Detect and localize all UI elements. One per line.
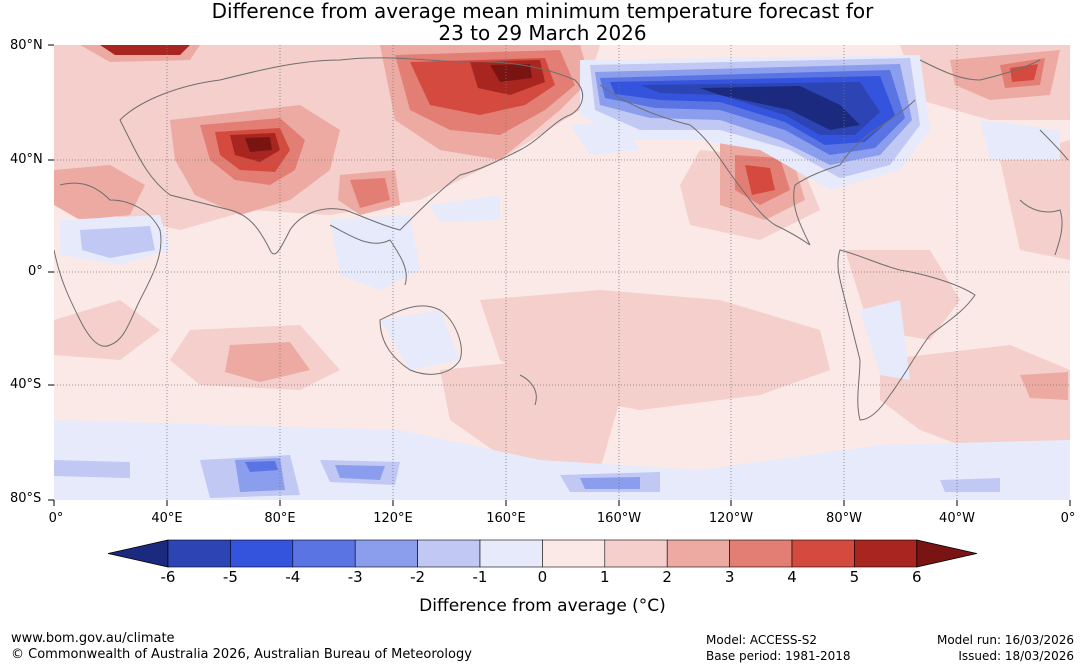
colorbar-segment: [729, 539, 793, 568]
lon-label-160e: 160°E: [486, 511, 526, 526]
colorbar-segment: [791, 539, 855, 568]
colorbar-segment: [292, 539, 356, 568]
colorbar-segment: [354, 539, 418, 568]
footer-model-run: Model run: 16/03/2026: [936, 633, 1074, 647]
colorbar-segment: [854, 539, 918, 568]
colorbar-tick-label: 3: [724, 568, 735, 586]
colorbar-segment: [479, 539, 543, 568]
lat-label-equator: 0°: [28, 264, 43, 279]
colorbar-tick-label: 2: [662, 568, 672, 586]
colorbar-tick-label: -4: [285, 568, 301, 586]
colorbar-extend-high: [916, 539, 977, 568]
anomaly-field: [54, 45, 1070, 500]
colorbar-segment: [230, 539, 294, 568]
footer-base-period: Base period: 1981-2018: [706, 649, 851, 663]
lat-label-40n: 40°N: [10, 152, 43, 167]
lon-label-120e: 120°E: [373, 511, 413, 526]
colorbar-segment: [604, 539, 668, 568]
colorbar-segment: [542, 539, 606, 568]
lon-label-40w: 40°W: [939, 511, 975, 526]
colorbar-tick-label: -5: [222, 568, 238, 586]
title-line-1: Difference from average mean minimum tem…: [211, 0, 874, 23]
lat-label-40s: 40°S: [10, 377, 42, 392]
colorbar-tick-label: -3: [347, 568, 363, 586]
lat-label-80s: 80°S: [10, 491, 42, 506]
lon-label-120w: 120°W: [708, 511, 754, 526]
colorbar-tick-label: -6: [160, 568, 176, 586]
coastlines: [54, 57, 1069, 421]
lon-label-0: 0°: [48, 511, 64, 526]
colorbar-segment: [417, 539, 481, 568]
lat-label-80n: 80°N: [10, 38, 43, 53]
footer-issued: Issued: 18/03/2026: [958, 649, 1074, 663]
graticule: [54, 45, 1070, 500]
lon-label-40e: 40°E: [151, 511, 183, 526]
lon-label-160w: 160°W: [596, 511, 642, 526]
axis-ticks: [48, 44, 1071, 506]
lon-label-80e: 80°E: [264, 511, 296, 526]
title-line-2: 23 to 29 March 2026: [438, 21, 647, 45]
colorbar-segment: [167, 539, 231, 568]
colorbar-tick-label: -1: [472, 568, 488, 586]
lon-label-80w: 80°W: [826, 511, 862, 526]
colorbar-tick-label: 0: [537, 568, 548, 586]
colorbar-extend-low: [107, 539, 169, 568]
colorbar-tick-label: -2: [410, 568, 426, 586]
footer-website[interactable]: www.bom.gov.au/climate: [11, 631, 175, 646]
colorbar-tick-label: 6: [912, 568, 922, 586]
colorbar-tick-label: 1: [600, 568, 610, 586]
anomaly-below-minus-6-areas: [700, 86, 860, 130]
lon-label-0-east: 0°: [1060, 511, 1076, 526]
colorbar: [107, 539, 977, 568]
colorbar-segment: [666, 539, 730, 568]
colorbar-tick-label: 4: [787, 568, 797, 586]
footer-copyright: © Commonwealth of Australia 2026, Austra…: [11, 647, 472, 662]
footer-model: Model: ACCESS-S2: [706, 633, 818, 647]
colorbar-tick-label: 5: [849, 568, 860, 586]
colorbar-axis-title: Difference from average (°C): [419, 596, 666, 616]
